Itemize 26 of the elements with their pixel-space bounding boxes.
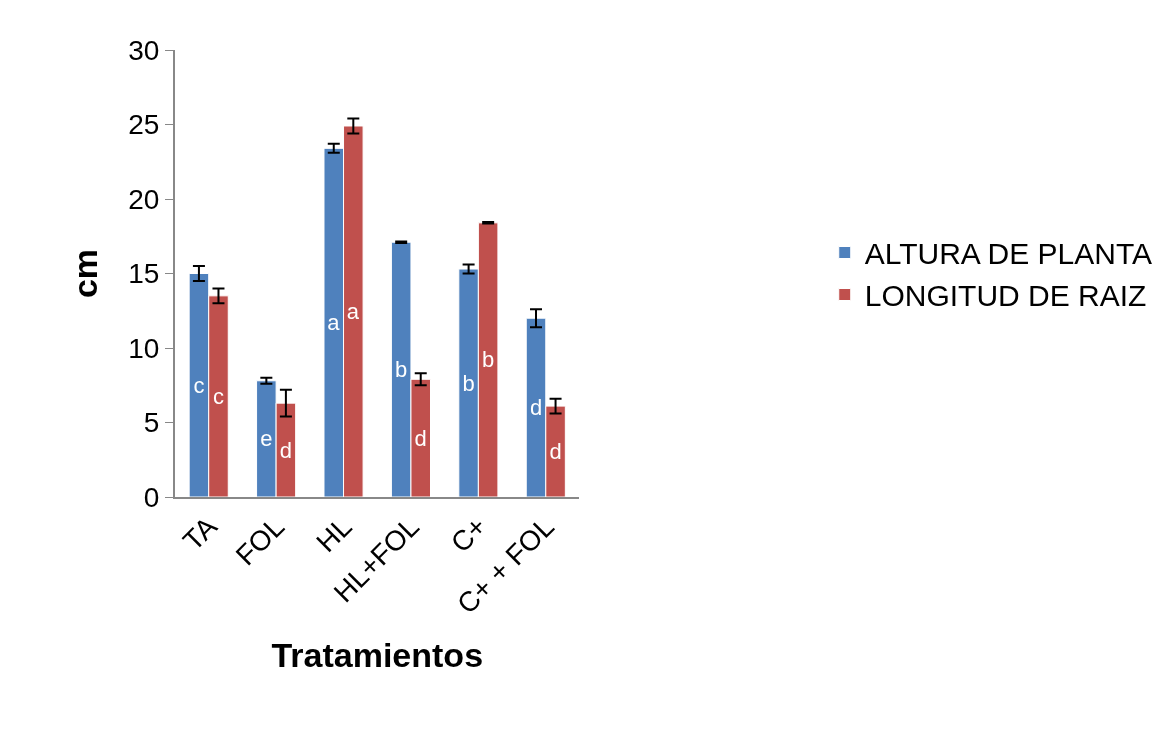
data-label: a <box>327 310 341 336</box>
y-axis-title: cm <box>66 248 105 299</box>
x-tick-label: FOL <box>229 510 291 572</box>
data-label: b <box>395 357 408 383</box>
data-label: c <box>193 372 205 398</box>
legend-label: LONGITUD DE RAIZ <box>864 279 1147 313</box>
y-tick-label: 25 <box>128 109 160 141</box>
y-tick-label: 15 <box>128 258 160 290</box>
x-tick-label: TA <box>177 510 224 557</box>
data-label: d <box>549 439 562 465</box>
legend-label: ALTURA DE PLANTA <box>864 237 1153 271</box>
y-tick-label: 0 <box>143 481 160 513</box>
data-label: a <box>346 298 360 324</box>
x-axis-title: Tratamientos <box>271 636 484 675</box>
data-label: d <box>529 395 543 421</box>
y-tick-label: 20 <box>128 183 160 215</box>
y-tick-label: 30 <box>128 34 160 66</box>
data-label: d <box>279 437 293 463</box>
data-label: b <box>482 347 495 373</box>
y-tick-label: 5 <box>143 407 160 439</box>
data-label: d <box>414 425 427 451</box>
data-label: c <box>212 383 224 409</box>
data-label: b <box>462 370 475 396</box>
x-tick-label: C+ <box>444 510 493 559</box>
y-tick-label: 10 <box>128 332 160 364</box>
data-label: e <box>260 426 273 452</box>
